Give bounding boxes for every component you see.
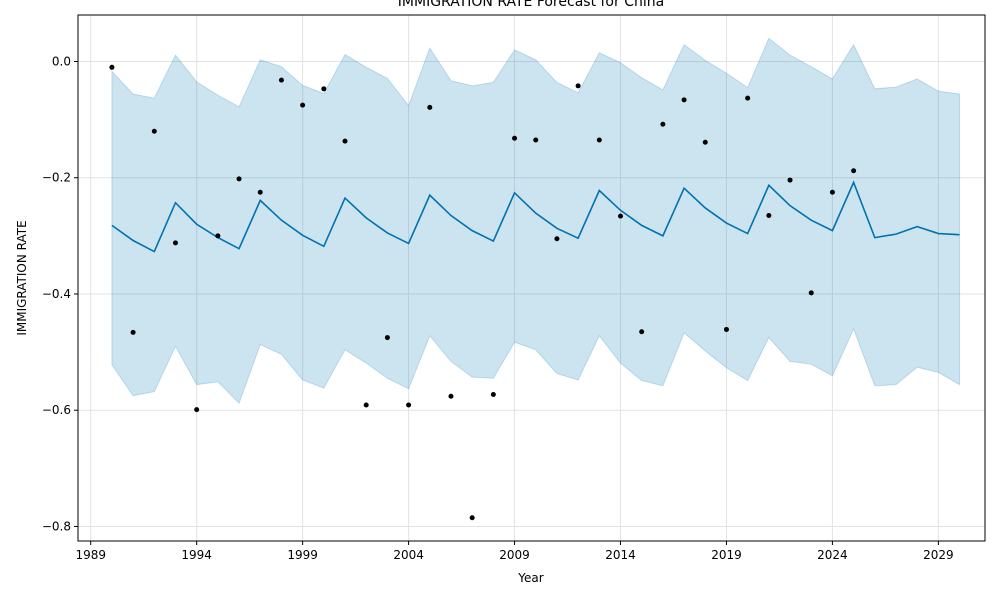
y-tick-label: −0.6 <box>42 403 71 417</box>
observed-point <box>194 407 200 413</box>
x-tick-label: 2014 <box>605 548 636 562</box>
forecast-line <box>111 180 960 253</box>
observed-point <box>109 64 115 70</box>
x-tick-label: 2009 <box>499 548 530 562</box>
x-tick-label: 1994 <box>181 548 212 562</box>
observed-point <box>130 329 136 335</box>
observed-point <box>829 189 835 195</box>
observed-point <box>215 233 221 239</box>
observed-point <box>321 86 327 92</box>
observed-point <box>681 97 687 103</box>
observed-point <box>575 83 581 89</box>
chart-title: IMMIGRATION RATE Forecast for China <box>398 0 664 10</box>
observed-point <box>151 128 157 134</box>
y-tick-label: −0.4 <box>42 287 71 301</box>
observed-point <box>533 137 539 143</box>
x-axis-label: Year <box>517 571 543 585</box>
observed-point <box>427 104 433 110</box>
observed-point <box>639 329 645 335</box>
observed-point <box>300 102 306 108</box>
x-tick-label: 2019 <box>711 548 742 562</box>
observed-point <box>236 176 242 182</box>
x-tick-label: 2029 <box>923 548 954 562</box>
y-tick-label: −0.8 <box>42 519 71 533</box>
observed-point <box>406 402 412 408</box>
x-tick-label: 2024 <box>817 548 848 562</box>
observed-point <box>660 121 666 127</box>
observed-point <box>469 515 475 521</box>
observed-point <box>490 392 496 398</box>
grid <box>78 15 985 541</box>
observed-point <box>808 290 814 296</box>
observed-points <box>109 64 857 521</box>
plot-frame <box>77 14 986 542</box>
y-tick-label: −0.2 <box>42 171 71 185</box>
x-axis-ticks: 1989 1994 1999 2004 2009 2014 2019 2024 2029 <box>75 541 954 562</box>
observed-point <box>342 138 348 144</box>
observed-point <box>554 236 560 242</box>
observed-point <box>851 168 857 174</box>
observed-point <box>787 177 793 183</box>
observed-point <box>172 240 178 246</box>
observed-point <box>745 95 751 101</box>
observed-point <box>384 335 390 341</box>
y-axis-label: IMMIGRATION RATE <box>15 220 29 335</box>
observed-point <box>766 213 772 219</box>
observed-point <box>596 137 602 143</box>
observed-point <box>363 402 369 408</box>
x-tick-label: 2004 <box>393 548 424 562</box>
x-tick-label: 1989 <box>75 548 106 562</box>
observed-point <box>448 393 454 399</box>
observed-point <box>723 326 729 332</box>
y-tick-label: 0.0 <box>52 54 71 68</box>
observed-point <box>278 77 284 83</box>
observed-point <box>257 189 263 195</box>
observed-point <box>618 213 624 219</box>
uncertainty-band <box>111 37 961 405</box>
observed-point <box>512 135 518 141</box>
y-axis-ticks: 0.0 −0.2 −0.4 −0.6 −0.8 <box>42 54 78 533</box>
x-tick-label: 1999 <box>287 548 318 562</box>
observed-point <box>702 139 708 145</box>
